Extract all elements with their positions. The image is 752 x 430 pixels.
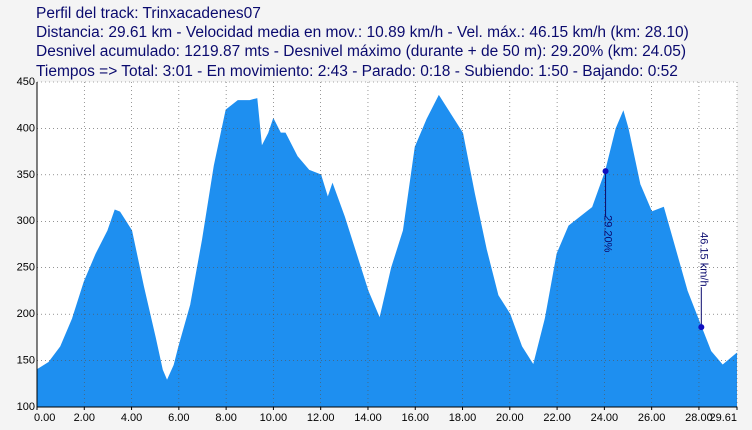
y-tick-label: 250: [17, 262, 35, 274]
x-tick-label: 6.00: [168, 412, 189, 424]
x-tick-label: 22.00: [543, 412, 571, 424]
x-tick-label: 10.00: [260, 412, 288, 424]
y-tick-label: 150: [17, 354, 35, 366]
annotation-point: [698, 324, 705, 331]
chart-title: Perfil del track: Trinxacadenes07: [36, 5, 261, 22]
x-tick-label: 0.00: [34, 412, 55, 424]
y-tick-label: 450: [17, 76, 35, 88]
chart-subtitle: Tiempos => Total: 3:01 - En movimiento: …: [36, 63, 678, 80]
x-tick-label: 14.00: [354, 412, 382, 424]
y-tick-label: 200: [17, 308, 35, 320]
x-tick-label: 24.00: [591, 412, 619, 424]
x-tick-label: 16.00: [401, 412, 429, 424]
y-tick-label: 400: [17, 122, 35, 134]
x-tick-label: 4.00: [121, 412, 142, 424]
area-fill: [37, 95, 737, 407]
x-tick-label: 20.00: [496, 412, 524, 424]
y-tick-label: 350: [17, 169, 35, 181]
x-tick-label: 26.00: [638, 412, 666, 424]
annotation-label: 46.15 km/h: [697, 232, 709, 286]
x-tick-label: 8.00: [215, 412, 236, 424]
y-tick-label: 300: [17, 215, 35, 227]
y-tick-label: 100: [17, 401, 35, 413]
x-tick-label: 2.00: [74, 412, 95, 424]
chart-subtitle: Desnivel acumulado: 1219.87 mts - Desniv…: [36, 43, 686, 60]
area-line: [36, 94, 738, 383]
annotation-label: 29.20%: [602, 215, 614, 253]
x-tick-label: 28.00: [685, 412, 713, 424]
x-tick-label: 12.00: [307, 412, 335, 424]
x-tick-label: 18.00: [449, 412, 477, 424]
annotation-point: [602, 168, 609, 175]
x-tick-label: 29.61: [709, 412, 737, 424]
chart-subtitle: Distancia: 29.61 km - Velocidad media en…: [36, 24, 689, 41]
